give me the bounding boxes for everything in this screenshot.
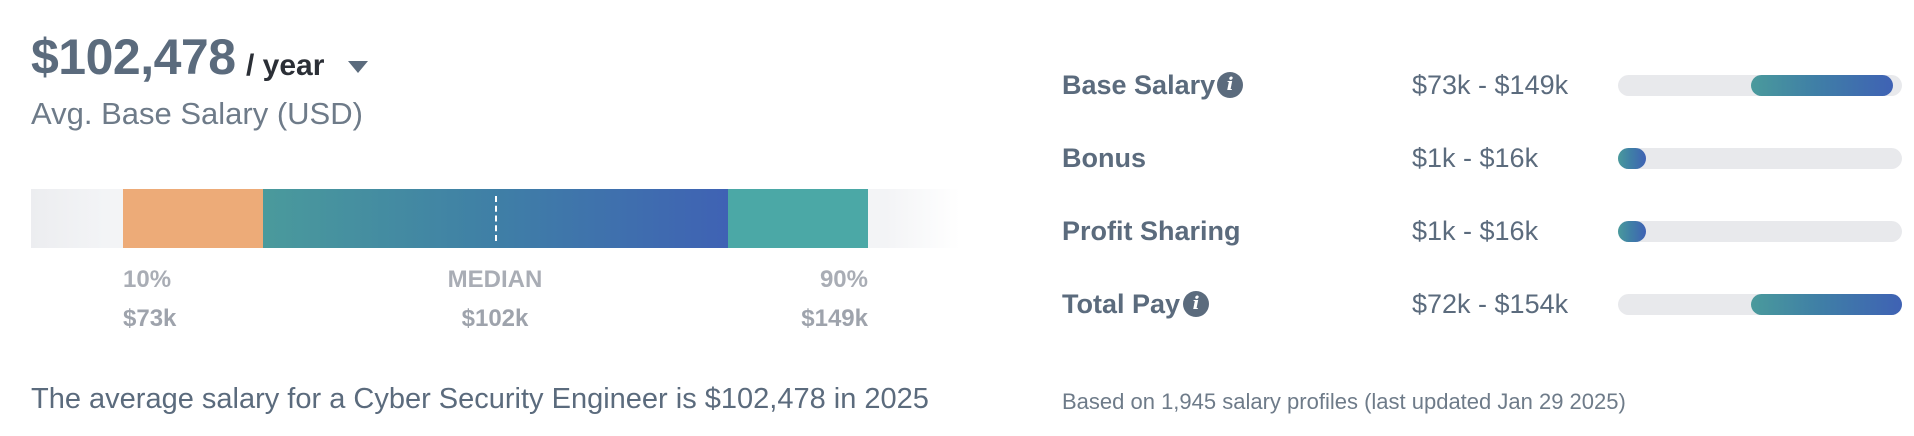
high-percentile-value: $149k (801, 305, 868, 332)
median-value: $102k (461, 305, 529, 332)
breakdown-bar-fill (1618, 221, 1647, 242)
caret-down-icon[interactable] (348, 61, 368, 73)
median-label: MEDIAN (447, 266, 543, 293)
breakdown-bar-track (1618, 148, 1902, 169)
breakdown-range-profit-sharing: $1k - $16k (1412, 216, 1539, 246)
breakdown-label-bonus: Bonus (1062, 143, 1146, 173)
breakdown-bar-track (1618, 221, 1902, 242)
high-percentile-label: 90% (819, 266, 868, 293)
pay-period-selector[interactable]: / year (246, 49, 325, 82)
breakdown-label-total-pay: Total Pay (1062, 289, 1181, 319)
breakdown-range-bonus: $1k - $16k (1412, 143, 1539, 173)
breakdown-bar-fill (1751, 294, 1902, 315)
low-percentile-value: $73k (123, 305, 177, 332)
breakdown-bar-fill (1618, 148, 1647, 169)
low-percentile-label: 10% (123, 266, 172, 293)
breakdown-bar-fill (1751, 75, 1894, 96)
low-percentile-segment (123, 189, 263, 248)
info-icon[interactable]: i (1183, 291, 1209, 317)
salary-summary-text: The average salary for a Cyber Security … (31, 383, 929, 415)
info-icon[interactable]: i (1217, 72, 1243, 98)
median-marker (495, 196, 497, 241)
breakdown-range-total-pay: $72k - $154k (1412, 289, 1569, 319)
breakdown-range-base-salary: $73k - $149k (1412, 70, 1569, 100)
avg-salary-amount: $102,478 (31, 29, 236, 85)
breakdown-label-profit-sharing: Profit Sharing (1062, 216, 1241, 246)
data-source-footnote: Based on 1,945 salary profiles (last upd… (1062, 389, 1626, 414)
breakdown-label-base-salary: Base Salary (1062, 70, 1216, 100)
high-percentile-segment (728, 189, 868, 248)
avg-salary-label: Avg. Base Salary (USD) (31, 96, 363, 131)
